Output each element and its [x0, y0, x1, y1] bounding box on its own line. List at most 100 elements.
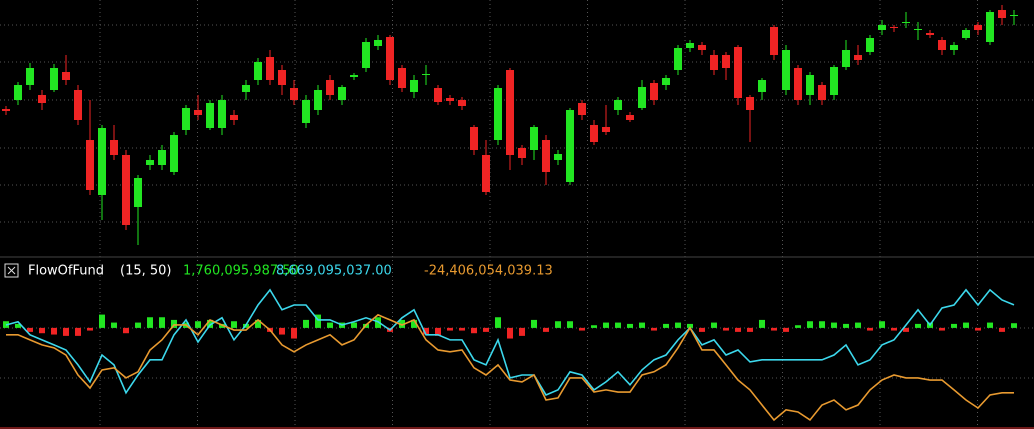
candle-body — [494, 88, 502, 140]
candle-body — [266, 57, 274, 80]
candle-body — [650, 83, 658, 100]
flow-bar — [99, 314, 105, 328]
candle-body — [782, 50, 790, 90]
candle-body — [770, 27, 778, 55]
flow-bar — [591, 325, 597, 328]
legend-value: 8,669,095,037.00 — [276, 264, 392, 279]
candle-body — [506, 70, 514, 155]
candle-body — [14, 85, 22, 100]
candle-body — [74, 90, 82, 120]
indicator-params: (15, 50) — [120, 264, 172, 279]
candle-body — [554, 154, 562, 160]
candle-body — [242, 85, 250, 92]
candle-body — [410, 80, 418, 92]
flow-bar — [867, 327, 873, 331]
flow-bar — [207, 319, 213, 328]
flow-bar — [1011, 323, 1017, 328]
candle-body — [230, 115, 238, 120]
candle-body — [842, 50, 850, 67]
flow-bar — [423, 327, 429, 335]
flow-bar — [603, 322, 609, 328]
flow-bar — [903, 327, 909, 332]
candle-body — [602, 127, 610, 132]
candle-body — [686, 43, 694, 48]
flow-bar — [735, 327, 741, 332]
flow-bar — [855, 322, 861, 328]
flow-bar — [819, 321, 825, 328]
flow-bar — [255, 319, 261, 328]
candle-body — [986, 12, 994, 42]
flow-bar — [291, 327, 297, 339]
flow-bar — [651, 327, 657, 331]
candle-body — [890, 27, 898, 28]
candle-body — [854, 55, 862, 60]
flow-bar — [123, 327, 129, 334]
candle-body — [386, 37, 394, 80]
flow-bar — [483, 327, 489, 332]
flow-bar — [579, 327, 585, 331]
flow-bar — [135, 322, 141, 328]
flow-bar — [831, 322, 837, 328]
flow-bar — [747, 327, 753, 332]
candle-body — [974, 25, 982, 30]
flow-bar — [987, 322, 993, 328]
close-indicator-button[interactable] — [4, 263, 19, 278]
flow-bar — [435, 327, 441, 336]
candle-body — [818, 85, 826, 100]
flow-bar — [15, 323, 21, 328]
flow-bar — [195, 321, 201, 328]
flow-bar — [963, 322, 969, 328]
candle-body — [182, 108, 190, 130]
candle-body — [470, 127, 478, 150]
flow-bar — [279, 327, 285, 335]
flow-bar — [351, 322, 357, 328]
candle-body — [62, 72, 70, 80]
candle-body — [98, 128, 106, 195]
flow-bar — [567, 321, 573, 328]
flow-bar — [711, 322, 717, 328]
candle-body — [398, 68, 406, 88]
flow-bar — [807, 321, 813, 328]
candle-body — [746, 97, 754, 110]
candle-body — [50, 68, 58, 90]
candle-body — [902, 22, 910, 23]
flow-bar — [915, 323, 921, 328]
candle-body — [698, 45, 706, 50]
candle-body — [998, 10, 1006, 18]
flow-bar — [999, 327, 1005, 332]
candle-body — [830, 67, 838, 95]
candle-body — [758, 80, 766, 92]
candle-body — [146, 160, 154, 165]
candle-body — [1010, 15, 1018, 16]
candle-body — [626, 115, 634, 120]
flow-bar — [495, 317, 501, 328]
candle-body — [458, 100, 466, 106]
flow-bar — [519, 327, 525, 336]
candle-body — [374, 40, 382, 46]
candle-body — [638, 87, 646, 108]
flow-bar — [63, 327, 69, 336]
flow-bar — [939, 327, 945, 331]
candle-body — [362, 42, 370, 68]
flow-bar — [159, 317, 165, 328]
flow-bar — [771, 327, 777, 331]
legend-value: -24,406,054,039.13 — [424, 264, 553, 279]
flow-bar — [699, 327, 705, 332]
flow-bar — [87, 327, 93, 331]
candle-body — [806, 75, 814, 95]
flow-line — [5, 288, 1015, 396]
flow-bar — [171, 319, 177, 328]
candle-body — [206, 103, 214, 128]
candle-body — [914, 29, 922, 30]
candle-body — [710, 55, 718, 70]
candle-body — [722, 55, 730, 68]
flow-bar — [675, 322, 681, 328]
flow-bar — [51, 327, 57, 335]
candle-body — [590, 125, 598, 142]
flow-bar — [327, 322, 333, 328]
flow-bar — [663, 323, 669, 328]
candle-body — [2, 109, 10, 111]
candle-body — [278, 70, 286, 85]
candle-body — [122, 155, 130, 225]
